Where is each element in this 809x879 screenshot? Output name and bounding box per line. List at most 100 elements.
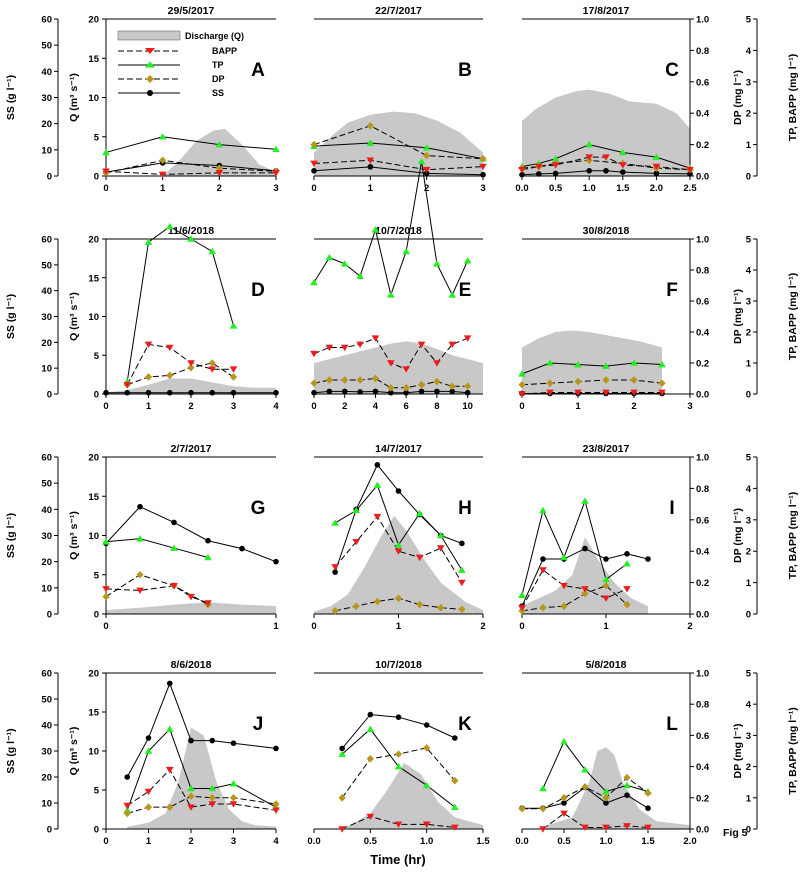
dp-tick-label: 0.4 <box>696 328 710 339</box>
ss-point <box>624 551 630 557</box>
bapp-point <box>144 788 153 796</box>
ss-point <box>687 171 693 177</box>
tp-point <box>340 260 349 267</box>
dp-point <box>433 377 441 386</box>
tp-series-line <box>313 142 484 160</box>
x-tick-label: 2 <box>188 401 193 412</box>
x-tick-label: 0 <box>103 183 108 194</box>
bapp-point <box>366 157 375 164</box>
tp-point <box>165 725 174 732</box>
ss-point <box>239 545 245 552</box>
bapp-point <box>686 166 694 174</box>
x-tick-label: 1 <box>575 401 581 412</box>
ss-point <box>464 389 471 396</box>
dp-point <box>658 379 666 387</box>
tp-point <box>602 362 610 369</box>
dp-point <box>518 804 526 813</box>
ss-point <box>341 388 348 395</box>
ss-tick-label: 50 <box>41 260 52 271</box>
x-tick-label: 1.5 <box>641 836 655 847</box>
legend: Discharge (Q) BAPP TP DP SS <box>117 30 244 98</box>
tp-point <box>215 141 224 148</box>
x-tick-label: 2.0 <box>683 836 696 847</box>
bapp-point <box>338 826 346 833</box>
ss-point <box>374 462 381 468</box>
tp-point <box>229 780 238 787</box>
ss-point <box>357 389 363 395</box>
dp-point <box>448 382 456 391</box>
ss-tick-label: 0 <box>47 390 52 401</box>
bapp-series-line <box>341 815 455 830</box>
bapp-point <box>215 170 224 177</box>
bapp-point <box>658 389 666 397</box>
tp-bapp-axis-title: TP, BAPP (mg l⁻¹) <box>787 54 799 141</box>
bapp-point <box>102 586 110 593</box>
x-tick-label: 2 <box>480 621 485 632</box>
ss-point <box>552 170 559 177</box>
bapp-point <box>602 154 610 161</box>
bapp-point <box>518 391 526 398</box>
ss-point <box>372 388 379 395</box>
q-tick-label: 5 <box>94 132 100 143</box>
dp-tick-label: 1.0 <box>696 669 709 680</box>
ss-series-line <box>313 166 484 176</box>
bapp-point <box>479 163 487 171</box>
q-tick-label: 5 <box>94 786 100 797</box>
panel-title: 10/7/2018 <box>375 659 422 671</box>
bapp-point <box>602 595 610 602</box>
dp-point <box>229 373 238 381</box>
ss-point <box>561 800 567 806</box>
discharge-area <box>314 111 483 176</box>
dp-point <box>136 570 144 579</box>
x-tick-label: 3 <box>687 401 692 412</box>
x-tick-label: 2 <box>188 836 193 847</box>
tp-series-line <box>521 499 628 596</box>
dp-point <box>272 800 280 808</box>
tp-point <box>623 560 631 567</box>
x-tick-label: 1 <box>603 621 609 632</box>
tp-tick-label: 5 <box>746 15 752 26</box>
dp-point <box>187 792 195 801</box>
x-tick-label: 3 <box>480 183 485 194</box>
tp-bapp-axis-title: TP, BAPP (mg l⁻¹) <box>787 707 799 794</box>
bapp-point <box>433 360 441 367</box>
dp-point <box>102 592 110 601</box>
tp-series-line <box>126 226 234 382</box>
tp-point <box>581 766 589 773</box>
panel-I: 23/8/2017 0 1 2 0.0 0.2 0.4 0.6 0.8 1.0 0 1 2 3 4 5 DP (… <box>518 443 799 632</box>
legend-q-label: Discharge (Q) <box>185 31 244 41</box>
dp-point <box>366 755 374 763</box>
x-tick-label: 10 <box>462 401 473 412</box>
bapp-point <box>102 168 110 175</box>
ss-point <box>603 556 609 562</box>
x-tick-label: 0 <box>103 401 108 412</box>
tp-point <box>136 535 144 542</box>
q-tick-label: 20 <box>88 669 99 680</box>
tp-point <box>144 238 153 245</box>
dp-point <box>560 602 568 610</box>
bapp-point <box>417 341 426 348</box>
discharge-area <box>106 602 276 614</box>
ss-point <box>423 170 430 177</box>
x-tick-label: 0.5 <box>549 183 563 194</box>
dp-series-line <box>313 125 484 160</box>
x-tick-label: 1.0 <box>599 836 612 847</box>
bapp-series-line <box>105 170 276 175</box>
dp-tick-label: 0.0 <box>696 825 709 836</box>
bapp-point <box>325 344 334 352</box>
dp-tick-label: 0.0 <box>696 610 709 621</box>
tp-point <box>356 272 364 279</box>
dp-point <box>325 376 333 384</box>
x-axis-title: Time (hr) <box>370 852 425 867</box>
dp-point <box>479 154 487 163</box>
dp-point <box>423 744 431 752</box>
bapp-point <box>229 366 238 373</box>
x-tick-label: 4 <box>373 401 379 412</box>
panel-letter: G <box>251 498 266 519</box>
ss-tick-label: 10 <box>41 145 52 156</box>
bapp-point <box>158 171 167 179</box>
dp-point <box>208 794 216 802</box>
dp-tick-label: 0.6 <box>696 731 709 742</box>
x-tick-label: 0.5 <box>364 836 378 847</box>
